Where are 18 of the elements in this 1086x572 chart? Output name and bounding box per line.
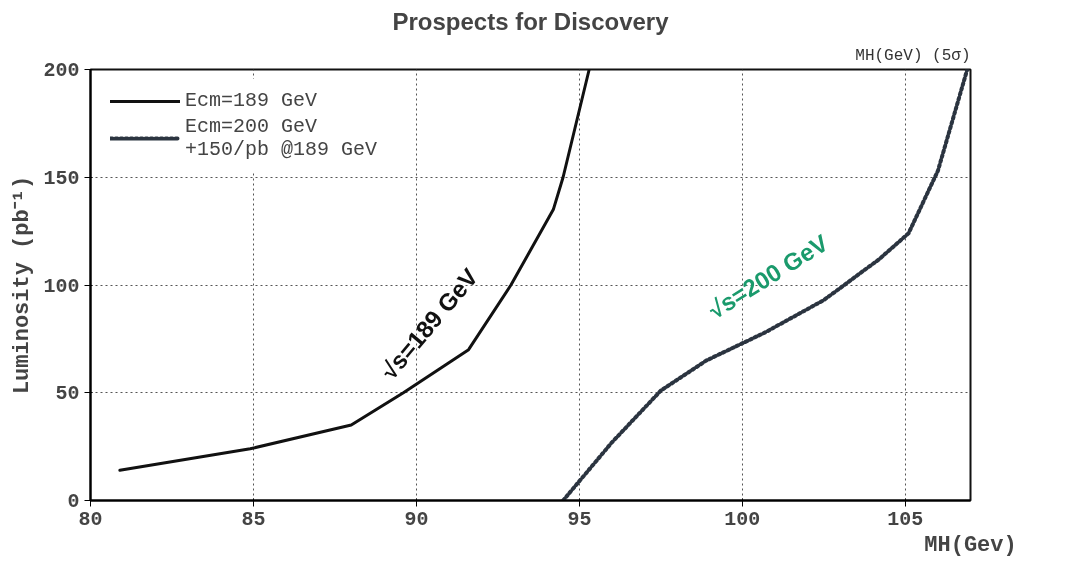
x-tick-label: 90 [404,507,429,531]
legend-label: Ecm=200 GeV +150/pb @189 GeV [185,115,378,161]
y-tick-label: 150 [43,166,80,190]
legend-label: Ecm=189 GeV [185,89,318,112]
chart-title: Prospects for Discovery [392,7,670,35]
x-tick-label: 80 [78,507,103,531]
x-tick-label: 95 [567,507,592,531]
y-tick-label: 0 [67,490,80,513]
x-tick-label: 100 [724,507,761,531]
x-axis-title: MH(Gev) [924,532,1017,558]
line-series [561,69,970,501]
x-tick-label: 85 [241,507,266,531]
text: MH(GeV) (5σ) [855,46,971,65]
x-tick-label: 105 [887,507,924,531]
y-tick-label: 50 [55,382,80,406]
y-axis-title: Luminosity (pb⁻¹) [10,175,36,395]
y-tick-label: 200 [43,59,80,82]
y-tick-label: 100 [43,274,80,298]
